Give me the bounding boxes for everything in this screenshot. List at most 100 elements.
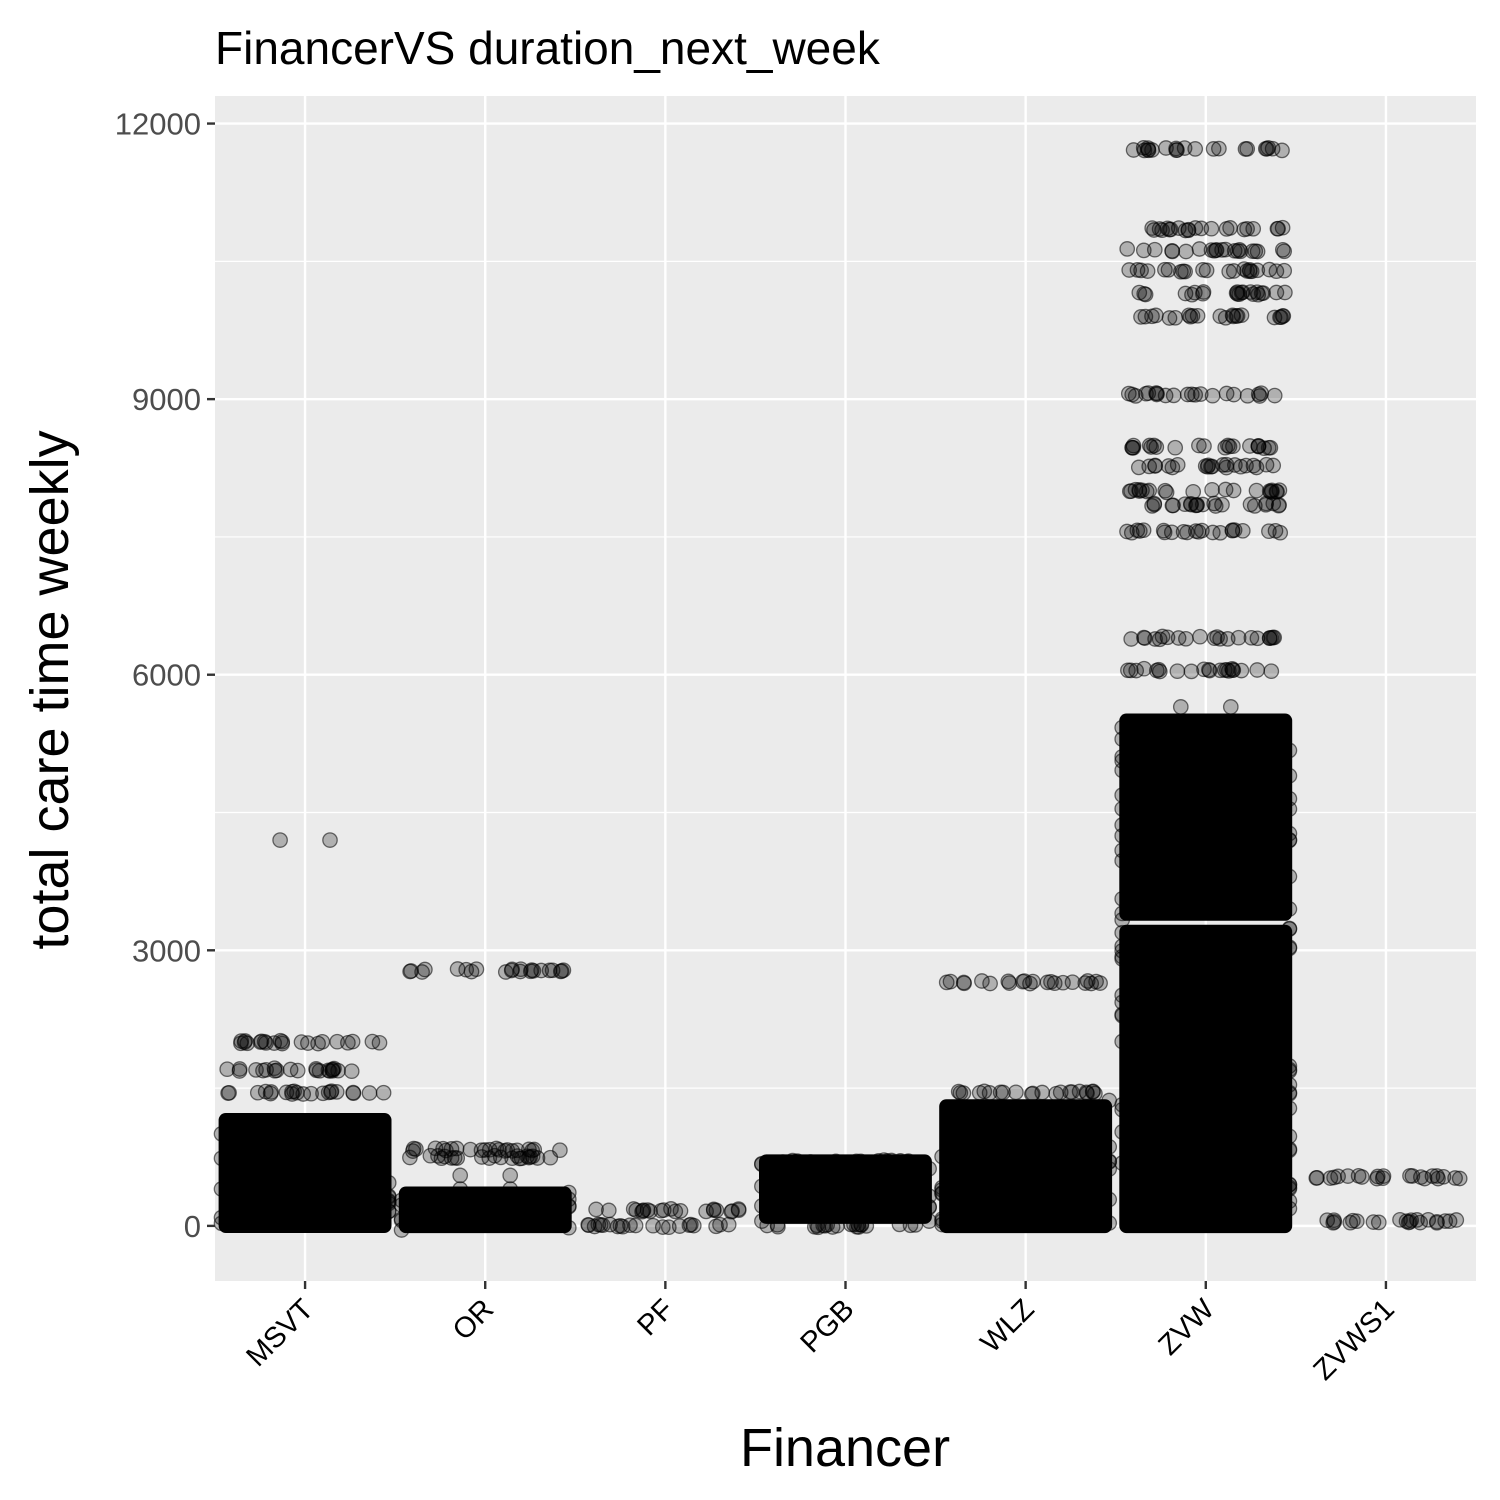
data-point (942, 973, 959, 990)
data-point (1052, 1084, 1069, 1101)
data-point (220, 1085, 236, 1101)
data-point (249, 1084, 266, 1101)
outlier-point (322, 832, 338, 848)
data-point (343, 1063, 360, 1080)
data-point (213, 1125, 230, 1142)
data-point (1272, 524, 1289, 541)
data-point (289, 1084, 305, 1101)
data-point (1160, 458, 1177, 474)
data-point (730, 1201, 747, 1217)
data-point (1277, 284, 1293, 301)
data-point (1168, 140, 1184, 157)
data-point (802, 1154, 819, 1170)
data-point (1114, 905, 1131, 922)
data-point (1183, 496, 1199, 513)
data-points (213, 139, 1468, 1238)
data-point (1195, 261, 1211, 278)
data-point (934, 1185, 950, 1201)
data-point (1231, 286, 1248, 303)
data-point (1136, 285, 1153, 302)
data-point (1192, 386, 1209, 402)
data-point (282, 1061, 299, 1078)
data-point (1101, 1191, 1118, 1208)
data-point (361, 1085, 378, 1101)
y-tick-label: 12000 (115, 107, 201, 142)
outlier-point (452, 1167, 469, 1184)
data-point (1211, 140, 1227, 157)
data-point (1281, 832, 1298, 848)
data-point (1101, 1153, 1118, 1170)
series-wlz (934, 973, 1118, 1234)
data-point (1230, 629, 1247, 646)
data-point (308, 1061, 324, 1077)
data-point (846, 1216, 862, 1233)
data-point (1281, 1176, 1298, 1193)
data-point (1114, 912, 1131, 928)
data-point (1266, 387, 1283, 404)
data-point (1155, 522, 1172, 539)
data-point (1114, 942, 1131, 959)
data-point (1227, 457, 1243, 473)
data-point (1114, 753, 1131, 769)
data-point (852, 1153, 869, 1170)
data-point (955, 974, 972, 991)
data-point (560, 1198, 577, 1214)
data-point (1326, 1214, 1343, 1230)
data-point (1164, 243, 1180, 259)
data-point (393, 1222, 410, 1238)
data-point (1243, 629, 1260, 646)
data-point (600, 1202, 617, 1219)
data-point (654, 1219, 671, 1235)
data-point (497, 964, 514, 980)
data-point (1206, 630, 1223, 647)
data-point (1220, 663, 1237, 679)
data-point (900, 1153, 917, 1169)
data-point (504, 1143, 521, 1159)
data-point (1077, 975, 1094, 991)
data-point (1150, 661, 1167, 678)
data-point (1140, 385, 1157, 401)
data-point (1101, 1092, 1118, 1109)
data-point (848, 1153, 865, 1170)
data-point (274, 1035, 291, 1052)
data-point (1114, 987, 1131, 1004)
data-point (481, 1141, 498, 1158)
data-point (1448, 1212, 1465, 1228)
data-point (1114, 1033, 1131, 1050)
data-point (1201, 661, 1217, 678)
y-tick-label: 3000 (132, 933, 201, 968)
data-point (1125, 142, 1142, 158)
series-pf (580, 1201, 747, 1236)
data-point (1217, 481, 1234, 498)
data-point (1133, 309, 1149, 325)
data-point (891, 1216, 908, 1233)
data-point (231, 1061, 248, 1077)
data-point (1265, 457, 1282, 474)
data-point (1348, 1213, 1365, 1230)
data-point (1169, 663, 1186, 680)
data-point (754, 1198, 770, 1214)
data-point (1196, 438, 1212, 454)
data-point (1114, 719, 1131, 736)
data-point (1350, 1167, 1367, 1184)
data-point (1149, 385, 1165, 402)
data-point (829, 1217, 845, 1234)
data-point (660, 1219, 677, 1236)
data-point (1268, 263, 1285, 280)
data-point (590, 1216, 607, 1233)
data-point (1196, 661, 1212, 678)
data-point (1114, 890, 1131, 907)
data-point (1114, 817, 1131, 833)
data-point (754, 1178, 770, 1195)
series-pgb (754, 1152, 937, 1236)
data-point (380, 1203, 397, 1220)
data-point (555, 962, 572, 979)
data-point (1281, 742, 1298, 759)
data-point (1260, 439, 1277, 456)
dense-point-cloud (1119, 924, 1293, 1234)
data-point (934, 1213, 950, 1229)
dense-point-cloud (1119, 713, 1293, 921)
data-point (1203, 220, 1220, 237)
data-point (1250, 386, 1267, 403)
